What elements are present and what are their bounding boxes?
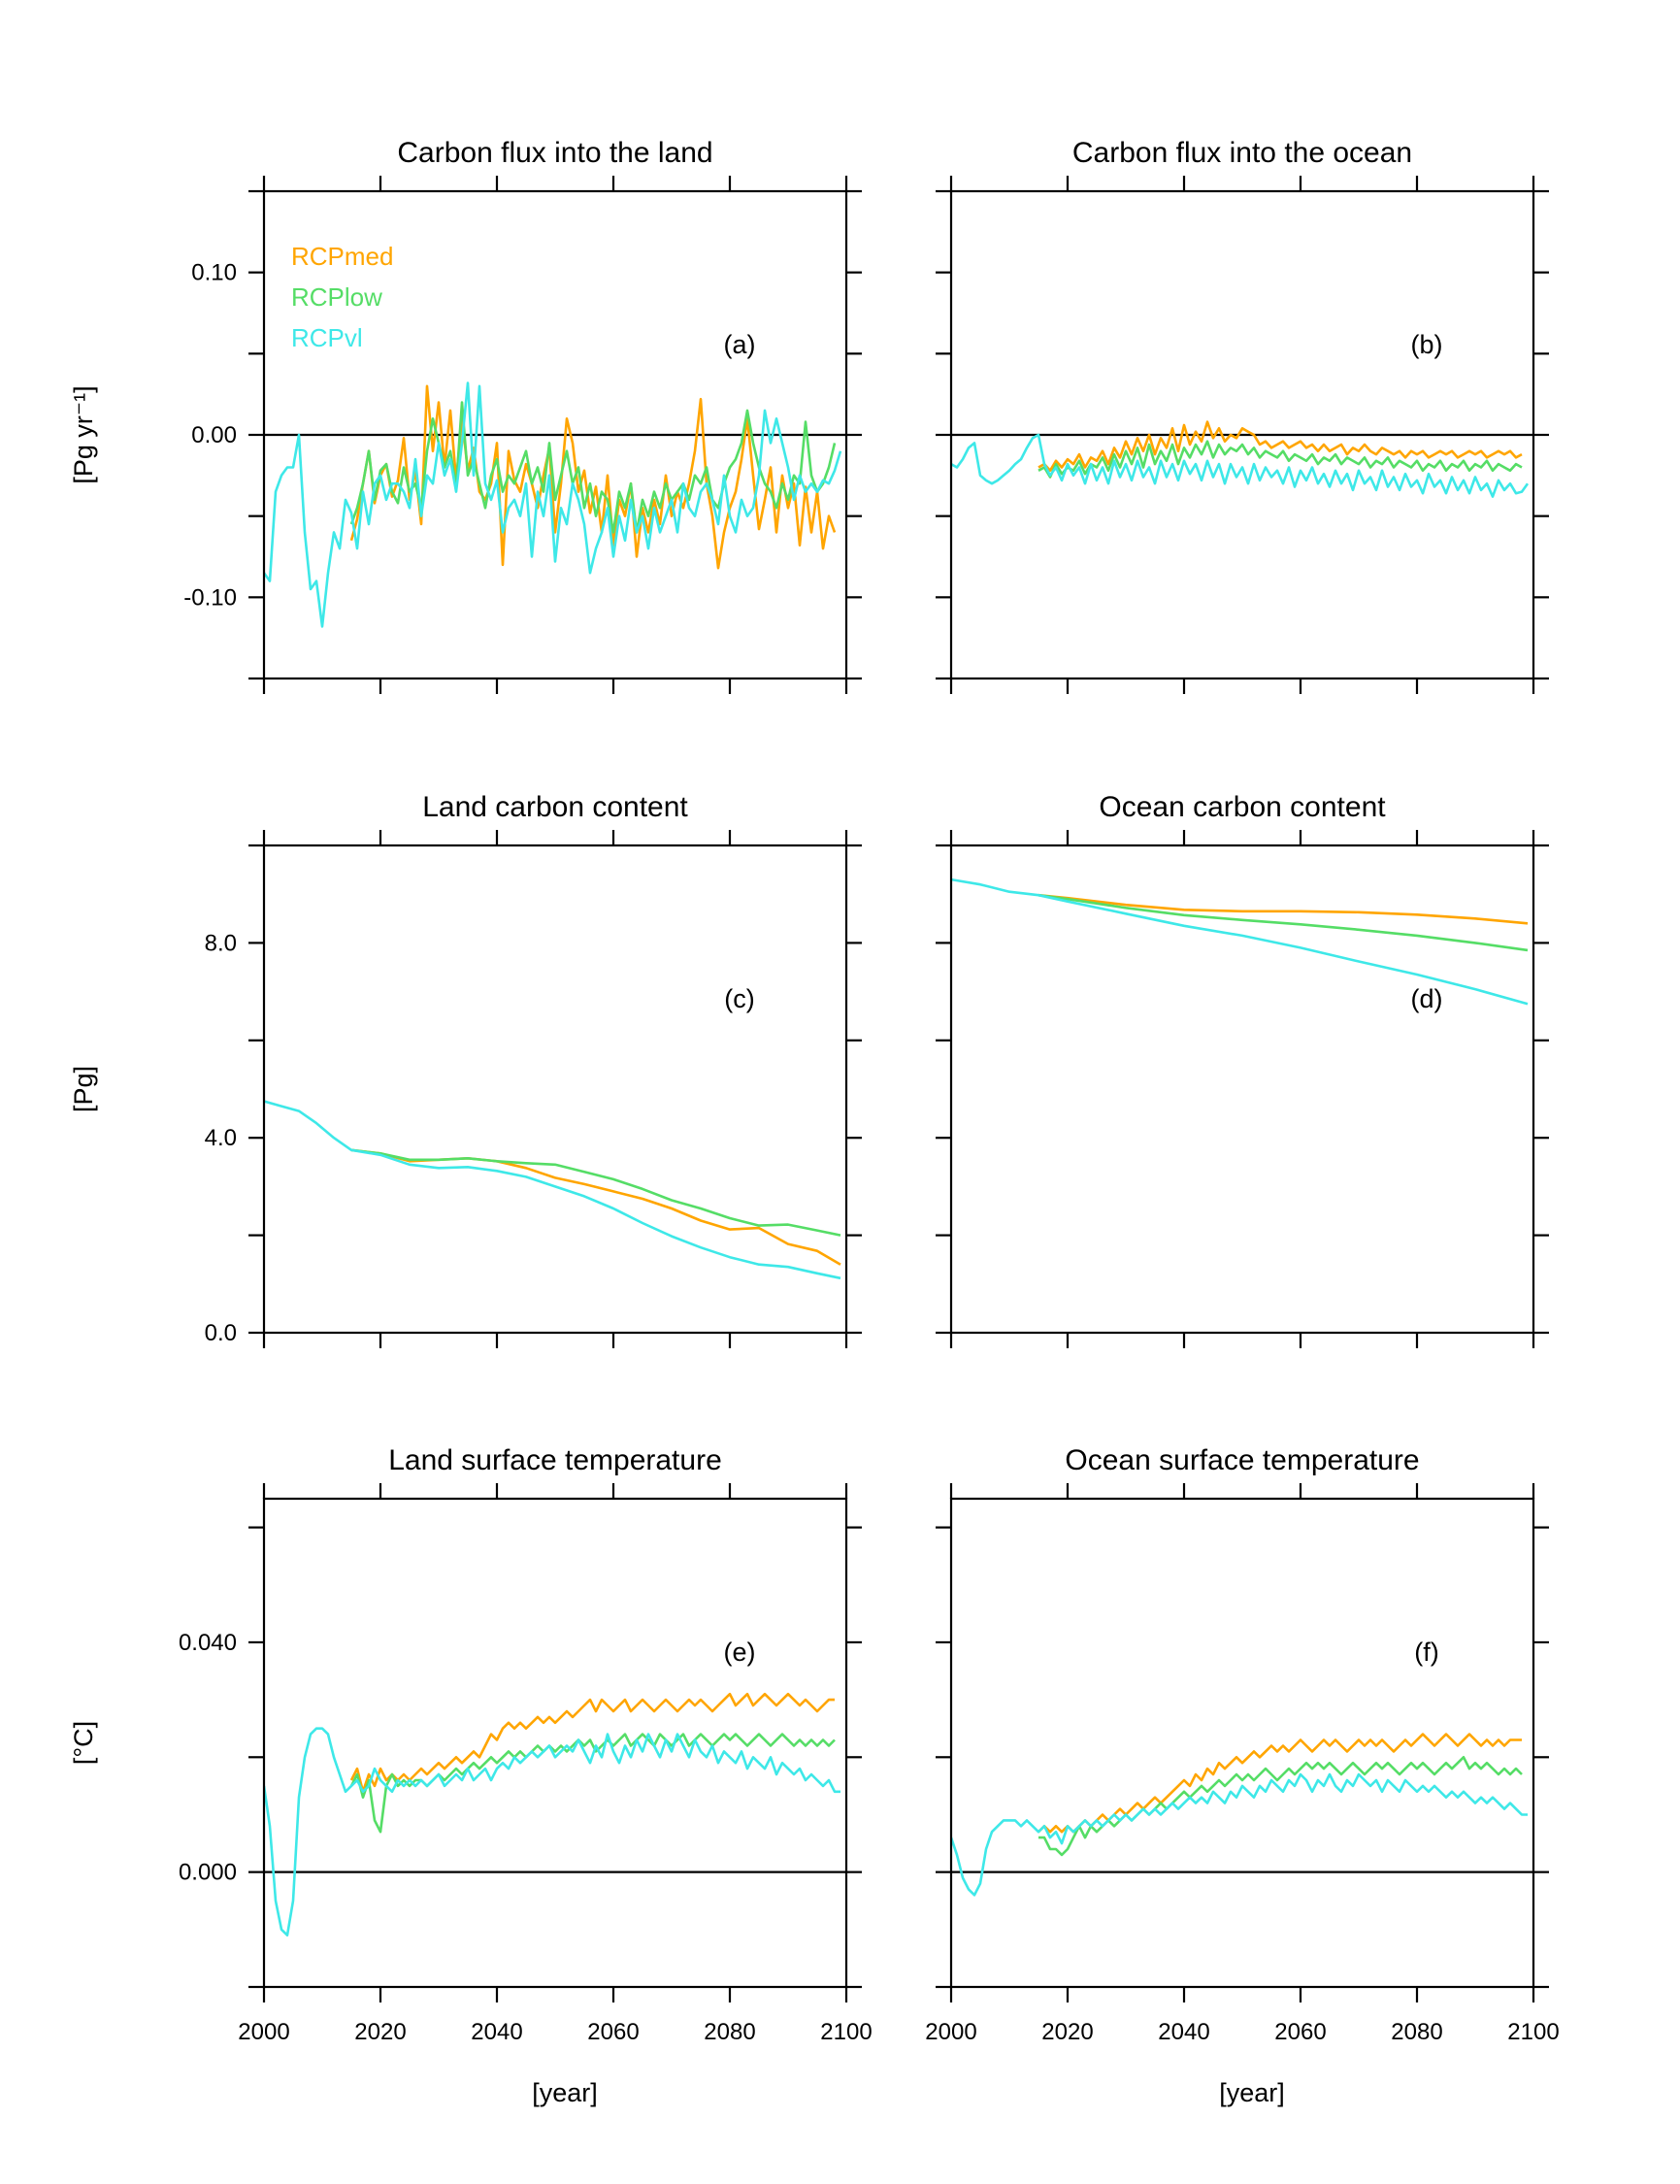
panel-label: (f) — [1414, 1638, 1438, 1667]
series-RCPmed-line — [1038, 1733, 1522, 1834]
x-tick-label: 2080 — [704, 2019, 755, 2045]
y-axis-label: [°C] — [69, 1721, 98, 1765]
y-tick-label: 0.040 — [179, 1630, 237, 1656]
panel-e-title: Land surface temperature — [388, 1444, 722, 1476]
y-tick-label: 0.00 — [191, 422, 237, 448]
x-tick-label: 2000 — [238, 2019, 289, 2045]
plot-frame — [262, 1497, 848, 1989]
x-tick-label: 2080 — [1391, 2019, 1442, 2045]
x-tick-label: 2100 — [1507, 2019, 1559, 2045]
panel-f-title: Ocean surface temperature — [1065, 1444, 1419, 1476]
series-RCPvl-line — [951, 877, 1529, 1006]
panel-label: (a) — [724, 330, 756, 359]
series-RCPvl-line — [264, 1727, 840, 1936]
y-tick-label: 8.0 — [205, 930, 237, 956]
legend-RCPvl: RCPvl — [291, 323, 363, 352]
series-RCPmed-line — [1038, 420, 1523, 473]
x-axis-label: [year] — [532, 2078, 598, 2107]
y-tick-label: 0.000 — [179, 1860, 237, 1886]
x-tick-label: 2040 — [1158, 2019, 1209, 2045]
panel-a-title: Carbon flux into the land — [397, 137, 712, 169]
y-tick-label: 0.0 — [205, 1320, 237, 1346]
panel-label: (d) — [1411, 984, 1443, 1013]
legend-RCPlow: RCPlow — [291, 282, 382, 312]
series-RCPvl-line — [951, 433, 1530, 498]
x-tick-label: 2060 — [1274, 2019, 1326, 2045]
x-tick-label: 2060 — [587, 2019, 639, 2045]
series-RCPlow-line — [350, 1148, 841, 1237]
legend-RCPmed: RCPmed — [291, 242, 393, 271]
x-axis-label: [year] — [1219, 2078, 1285, 2107]
panel-b: Carbon flux into the ocean (b) — [936, 137, 1549, 694]
x-tick-label: 2100 — [820, 2019, 872, 2045]
series-RCPvl-line — [264, 1100, 841, 1280]
plot-frame — [949, 1497, 1535, 1989]
series-RCPlow-line — [1038, 440, 1523, 479]
panel-label: (b) — [1411, 330, 1443, 359]
panel-c: Land carbon content 0.0 4.0 8.0 (c) [Pg] — [69, 791, 862, 1348]
x-tick-label: 2020 — [354, 2019, 406, 2045]
series-RCPvl-line — [264, 381, 842, 628]
series-RCPmed-line — [1038, 893, 1529, 925]
panel-d-title: Ocean carbon content — [1099, 791, 1386, 823]
y-tick-label: 0.10 — [191, 260, 237, 286]
panel-d: Ocean carbon content (d) — [936, 791, 1549, 1348]
panel-c-title: Land carbon content — [422, 791, 688, 823]
panel-label: (e) — [724, 1638, 756, 1667]
panel-a: Carbon flux into the land -0.10 0.00 0.10 (a… — [69, 137, 862, 694]
series-RCPvl-line — [951, 1772, 1528, 1897]
panel-f: Ocean surface temperature 2000 2020 2040 206… — [925, 1444, 1559, 2107]
series-RCPlow-line — [349, 401, 837, 534]
y-tick-label: 4.0 — [205, 1125, 237, 1151]
y-axis-label: [Pg] — [69, 1066, 98, 1112]
plot-frame — [949, 844, 1535, 1335]
plot-frame — [262, 844, 848, 1335]
series-RCPmed-line — [349, 1692, 835, 1794]
x-tick-label: 2020 — [1041, 2019, 1093, 2045]
panel-label: (c) — [724, 984, 754, 1013]
y-tick-label: -0.10 — [183, 584, 237, 611]
y-axis-label: [Pg yr⁻¹] — [69, 385, 98, 483]
series-RCPlow-line — [1038, 1756, 1523, 1857]
x-tick-label: 2000 — [925, 2019, 976, 2045]
panel-b-title: Carbon flux into the ocean — [1072, 137, 1412, 169]
series-RCPlow-line — [1038, 893, 1529, 952]
x-tick-label: 2040 — [471, 2019, 522, 2045]
panel-e: Land surface temperature 2000 2020 2040 2060… — [69, 1444, 873, 2107]
